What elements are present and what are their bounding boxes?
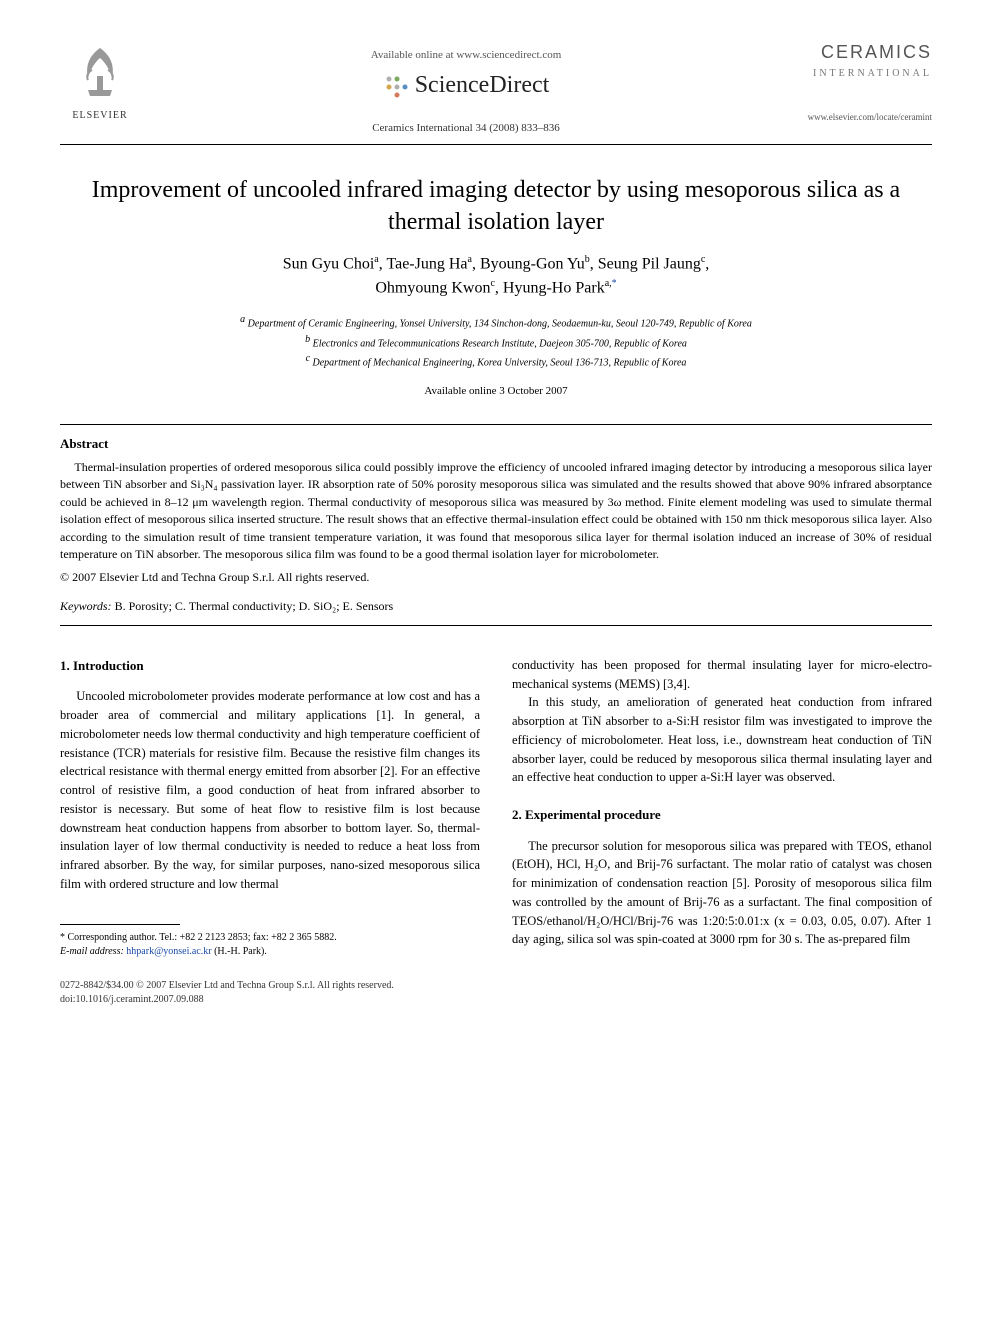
affiliation-b: Electronics and Telecommunications Resea… bbox=[313, 338, 687, 349]
publisher-logo: ELSEVIER bbox=[60, 40, 140, 123]
author-5: Ohmyoung Kwon bbox=[375, 279, 490, 296]
experimental-heading: 2. Experimental procedure bbox=[512, 805, 932, 825]
affiliation-c: Department of Mechanical Engineering, Ko… bbox=[313, 357, 687, 368]
author-3: Byoung-Gon Yu bbox=[480, 255, 585, 272]
author-6: Hyung-Ho Park bbox=[503, 279, 605, 296]
issn-copyright: 0272-8842/$34.00 © 2007 Elsevier Ltd and… bbox=[60, 979, 932, 993]
sciencedirect-text: ScienceDirect bbox=[415, 69, 550, 103]
publisher-name: ELSEVIER bbox=[60, 109, 140, 123]
corresponding-author: * Corresponding author. Tel.: +82 2 2123… bbox=[60, 931, 480, 945]
corr-star[interactable]: * bbox=[612, 278, 617, 289]
header-row: ELSEVIER Available online at www.science… bbox=[60, 40, 932, 136]
intro-heading: 1. Introduction bbox=[60, 656, 480, 676]
body-columns: 1. Introduction Uncooled microbolometer … bbox=[60, 656, 932, 959]
col2-continuation: conductivity has been proposed for therm… bbox=[512, 656, 932, 694]
email-suffix: (H.-H. Park). bbox=[212, 946, 267, 957]
journal-subtitle: INTERNATIONAL bbox=[792, 67, 932, 81]
article-title: Improvement of uncooled infrared imaging… bbox=[60, 175, 932, 237]
author-4: Seung Pil Jaung bbox=[598, 255, 701, 272]
journal-url: www.elsevier.com/locate/ceramint bbox=[792, 111, 932, 124]
sciencedirect-logo: ScienceDirect bbox=[140, 69, 792, 103]
email-label: E-mail address: bbox=[60, 946, 124, 957]
journal-name: CERAMICS bbox=[792, 40, 932, 65]
footnote: * Corresponding author. Tel.: +82 2 2123… bbox=[60, 931, 480, 959]
footnote-rule bbox=[60, 924, 180, 925]
authors: Sun Gyu Choia, Tae-Jung Haa, Byoung-Gon … bbox=[60, 252, 932, 301]
intro-paragraph-1: Uncooled microbolometer provides moderat… bbox=[60, 687, 480, 893]
center-header: Available online at www.sciencedirect.co… bbox=[140, 40, 792, 136]
abstract-body: Thermal-insulation properties of ordered… bbox=[60, 459, 932, 563]
header-rule bbox=[60, 144, 932, 145]
abstract-section: Abstract Thermal-insulation properties o… bbox=[60, 435, 932, 615]
elsevier-tree-icon bbox=[70, 40, 130, 100]
affiliations: a Department of Ceramic Engineering, Yon… bbox=[60, 312, 932, 370]
author-2: Tae-Jung Ha bbox=[386, 255, 467, 272]
keywords: Keywords: B. Porosity; C. Thermal conduc… bbox=[60, 598, 932, 615]
author-1: Sun Gyu Choi bbox=[283, 255, 375, 272]
abstract-top-rule bbox=[60, 424, 932, 425]
page-footer: 0272-8842/$34.00 © 2007 Elsevier Ltd and… bbox=[60, 979, 932, 1007]
author-1-aff: a bbox=[374, 254, 378, 265]
right-column: conductivity has been proposed for therm… bbox=[512, 656, 932, 959]
author-6-aff: a, bbox=[605, 278, 612, 289]
author-5-aff: c bbox=[490, 278, 494, 289]
available-online-text: Available online at www.sciencedirect.co… bbox=[140, 48, 792, 63]
author-2-aff: a bbox=[468, 254, 472, 265]
abstract-heading: Abstract bbox=[60, 435, 932, 453]
experimental-paragraph-1: The precursor solution for mesoporous si… bbox=[512, 837, 932, 950]
affiliation-a: Department of Ceramic Engineering, Yonse… bbox=[248, 319, 752, 330]
doi: doi:10.1016/j.ceramint.2007.09.088 bbox=[60, 993, 932, 1007]
author-4-aff: c bbox=[701, 254, 705, 265]
abstract-bottom-rule bbox=[60, 625, 932, 626]
sciencedirect-icon bbox=[383, 73, 409, 99]
col2-paragraph-2: In this study, an amelioration of genera… bbox=[512, 693, 932, 787]
keywords-label: Keywords: bbox=[60, 599, 112, 613]
citation: Ceramics International 34 (2008) 833–836 bbox=[140, 121, 792, 136]
journal-logo: CERAMICS INTERNATIONAL www.elsevier.com/… bbox=[792, 40, 932, 124]
email-link[interactable]: hhpark@yonsei.ac.kr bbox=[126, 946, 211, 957]
keywords-text: B. Porosity; C. Thermal conductivity; D.… bbox=[112, 599, 394, 613]
abstract-copyright: © 2007 Elsevier Ltd and Techna Group S.r… bbox=[60, 569, 932, 586]
left-column: 1. Introduction Uncooled microbolometer … bbox=[60, 656, 480, 959]
author-3-aff: b bbox=[585, 254, 590, 265]
publication-dates: Available online 3 October 2007 bbox=[60, 384, 932, 399]
